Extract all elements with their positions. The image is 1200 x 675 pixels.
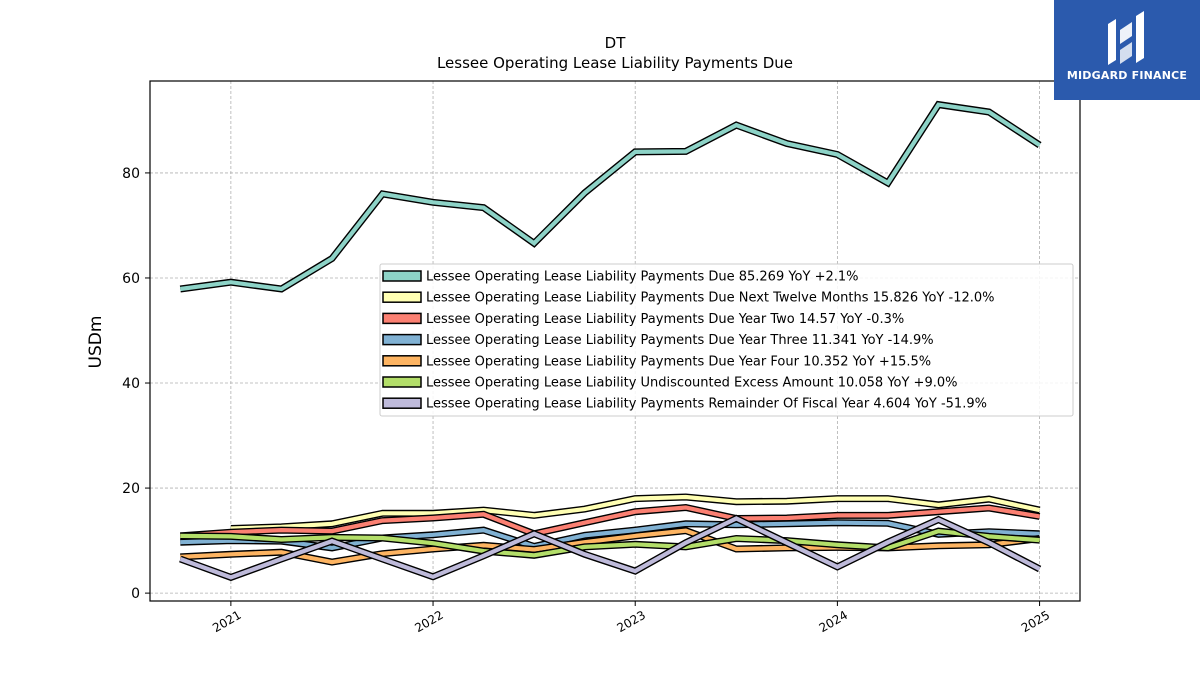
legend-label-0: Lessee Operating Lease Liability Payment… (426, 270, 859, 285)
chart-subtitle: Lessee Operating Lease Liability Payment… (437, 54, 793, 72)
series-line-6 (179, 516, 1041, 580)
y-tick-label: 40 (122, 376, 140, 392)
legend-label-2: Lessee Operating Lease Liability Payment… (426, 312, 904, 327)
x-tick-label: 2025 (1019, 608, 1052, 635)
chart-title: DT (605, 34, 627, 52)
series-layer (179, 100, 1042, 582)
legend-swatch-4 (382, 355, 422, 367)
series-line-2 (180, 505, 1040, 538)
plot-frame (149, 80, 1081, 602)
y-tick-label: 60 (122, 271, 140, 287)
series-line-outline-0 (179, 100, 1042, 293)
legend[interactable]: Lessee Operating Lease Liability Payment… (379, 263, 1074, 417)
y-axis-label: USDm (86, 316, 106, 369)
x-tick-label: 2024 (817, 608, 850, 635)
series-line-1 (230, 494, 1041, 531)
legend-swatch-6 (382, 397, 422, 409)
x-tick-label: 2022 (412, 608, 445, 635)
legend-label-3: Lessee Operating Lease Liability Payment… (426, 333, 934, 348)
legend-swatch-0 (382, 270, 422, 282)
legend-label-1: Lessee Operating Lease Liability Payment… (426, 291, 995, 306)
legend-label-6: Lessee Operating Lease Liability Payment… (426, 397, 987, 412)
legend-label-4: Lessee Operating Lease Liability Payment… (426, 354, 931, 369)
legend-swatch-2 (382, 312, 422, 325)
series-line-0 (180, 102, 1041, 292)
y-tick-label: 20 (122, 481, 140, 497)
logo-mark-icon (1108, 11, 1144, 65)
x-tick-label: 2023 (614, 608, 647, 635)
y-tick-label: 0 (131, 586, 140, 602)
logo-text: MIDGARD FINANCE (1066, 69, 1188, 82)
series-line-5 (180, 528, 1040, 558)
legend-swatch-5 (382, 376, 422, 388)
legend-swatch-1 (382, 291, 422, 303)
legend-box (379, 263, 1074, 417)
y-tick-label: 80 (122, 166, 140, 182)
legend-swatch-3 (382, 333, 422, 346)
x-tick-label: 2021 (210, 608, 243, 635)
legend-label-5: Lessee Operating Lease Liability Undisco… (426, 376, 957, 391)
brand-logo: MIDGARD FINANCE (1054, 0, 1200, 100)
